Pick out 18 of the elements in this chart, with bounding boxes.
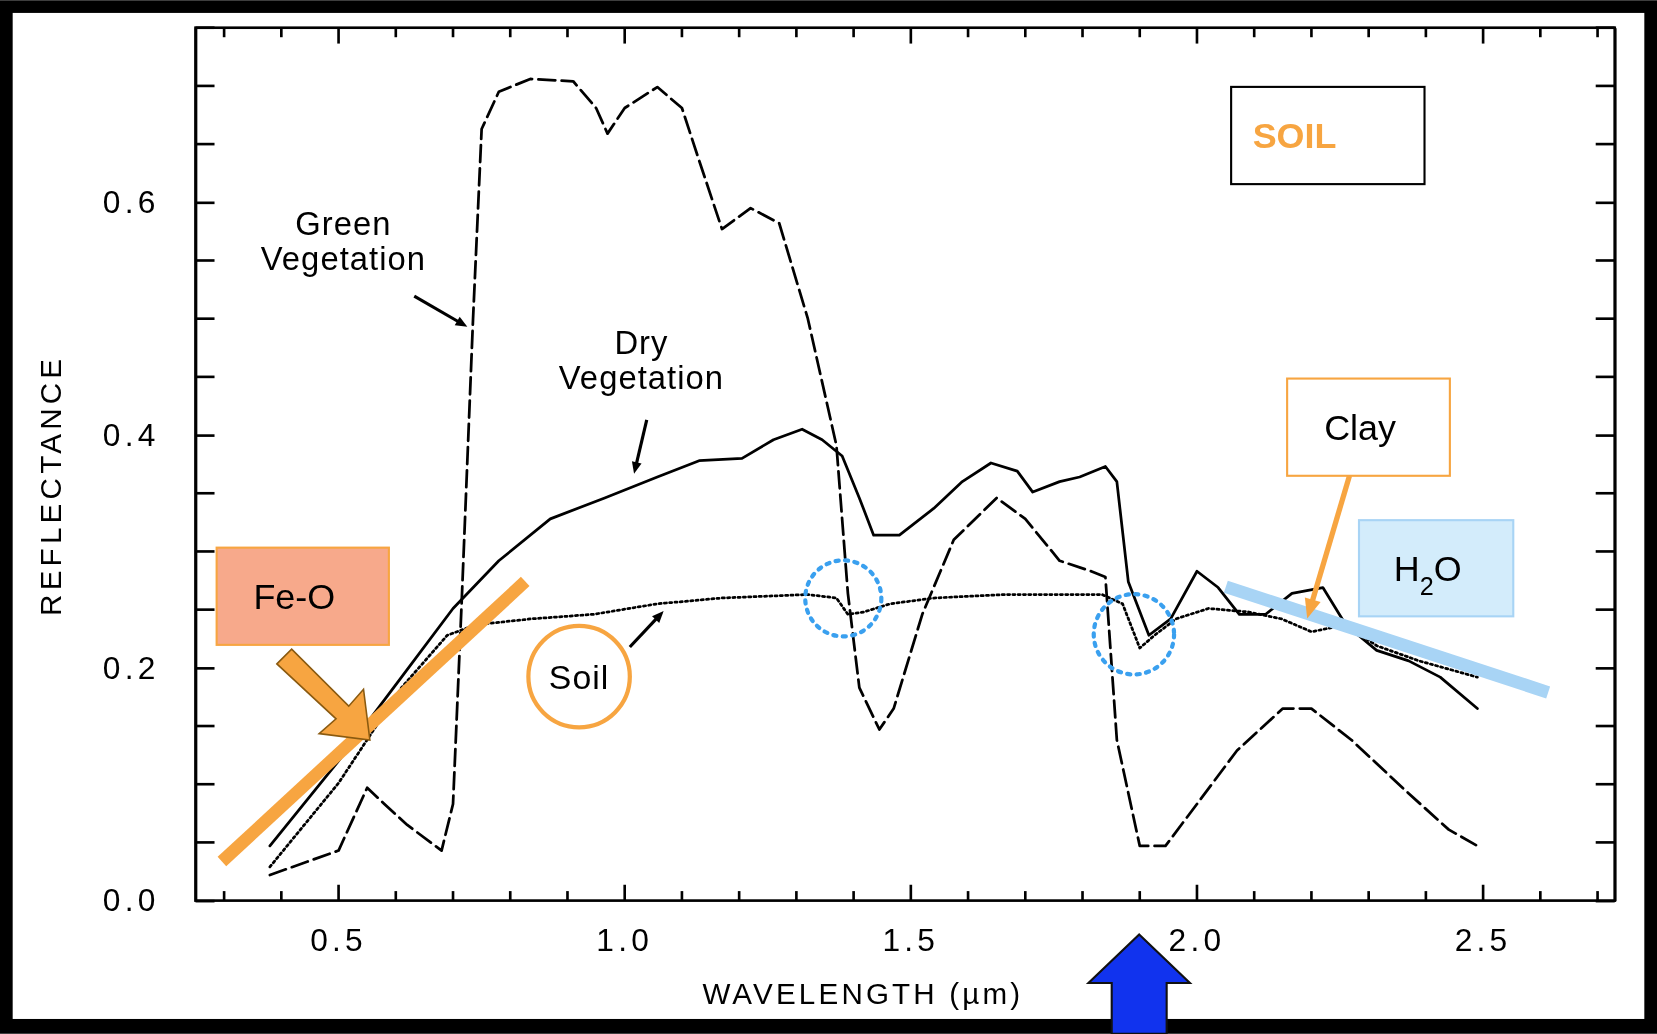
x-tick-label: 1.5: [882, 922, 940, 959]
annotation: Green Vegetation: [260, 204, 427, 277]
annotation: SOIL: [1252, 115, 1337, 157]
y-tick-label: 0.2: [102, 649, 160, 686]
x-tick-label: 2.5: [1454, 922, 1512, 959]
y-tick-label: 0.4: [102, 416, 160, 453]
x-tick-label: 1.0: [596, 922, 654, 959]
x-axis-title: WAVELENGTH (µm): [702, 977, 1024, 1011]
x-tick-label: 0.5: [310, 922, 367, 959]
y-tick-label: 0.0: [102, 882, 160, 919]
annotation: Soil: [548, 658, 610, 697]
annotation: Clay: [1324, 406, 1397, 448]
y-tick-label: 0.6: [102, 183, 160, 220]
annotation: Fe-O: [253, 575, 336, 617]
y-axis-title: REFLECTANCE: [34, 354, 68, 616]
annotation: Dry Vegetation: [558, 324, 725, 397]
annotation: H$_{2}$O: [1393, 547, 1462, 600]
x-tick-label: 2.0: [1168, 922, 1226, 959]
